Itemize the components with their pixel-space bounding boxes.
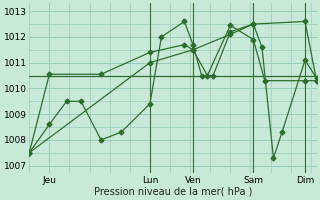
X-axis label: Pression niveau de la mer( hPa ): Pression niveau de la mer( hPa ): [94, 187, 252, 197]
